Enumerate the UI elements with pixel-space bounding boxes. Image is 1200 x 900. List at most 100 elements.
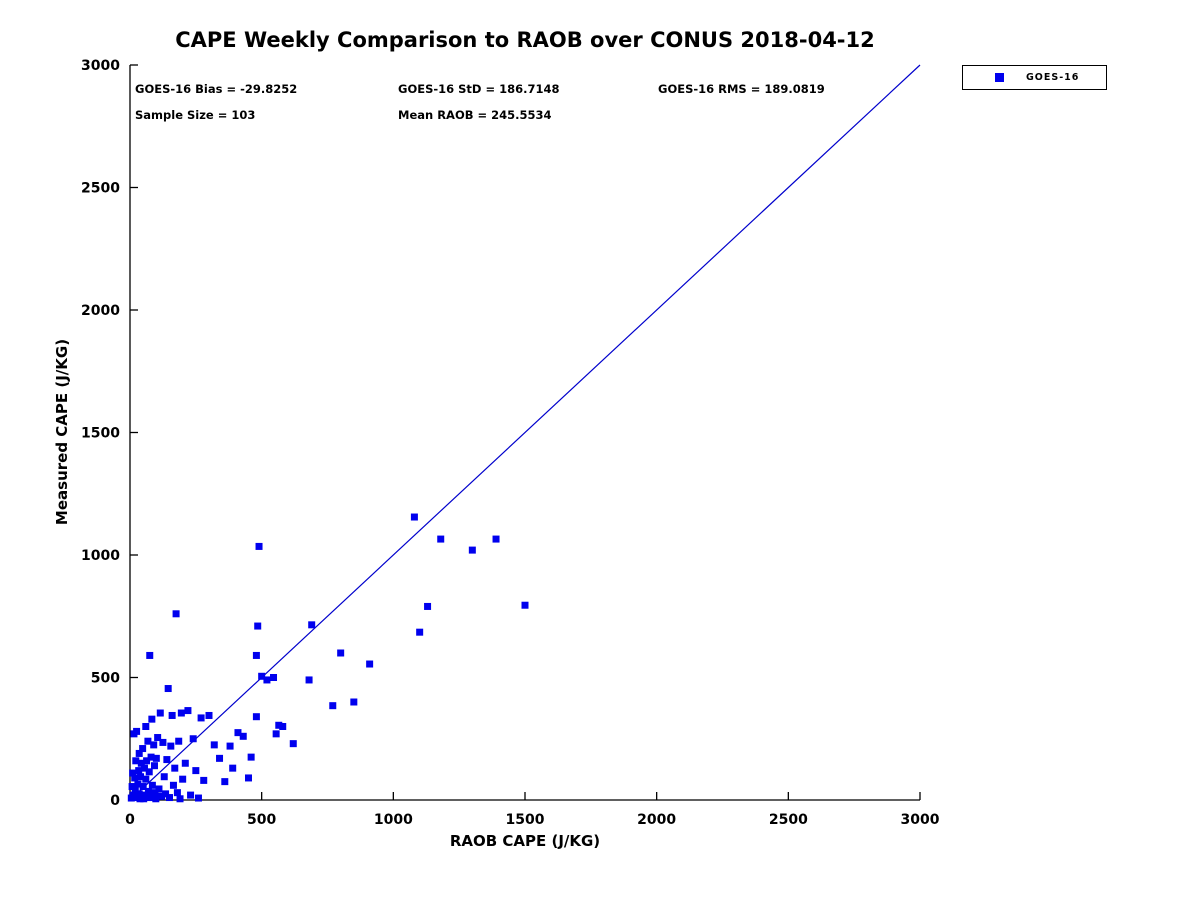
data-point [366, 660, 374, 668]
data-point [128, 783, 136, 791]
y-tick-label: 2500 [81, 181, 120, 197]
data-point [255, 542, 263, 550]
data-point [152, 754, 160, 762]
data-point [144, 737, 152, 745]
legend-marker-square-icon [995, 73, 1004, 82]
data-point [337, 649, 345, 657]
data-point [162, 790, 170, 798]
annotation-std: GOES-16 StD = 186.7148 [398, 82, 560, 96]
data-point [258, 672, 266, 680]
data-point [181, 759, 189, 767]
data-point [272, 730, 280, 738]
data-point [164, 685, 172, 693]
y-tick-label: 500 [91, 671, 120, 687]
data-point [416, 628, 424, 636]
data-point [154, 734, 162, 742]
data-point [437, 535, 445, 543]
data-point [221, 778, 229, 786]
annotation-bias: GOES-16 Bias = -29.8252 [135, 82, 298, 96]
data-point [289, 740, 297, 748]
data-point [194, 794, 202, 802]
x-tick-label: 0 [125, 812, 135, 828]
data-point [133, 727, 141, 735]
data-point [140, 764, 148, 772]
data-point [151, 789, 159, 797]
data-point [216, 754, 224, 762]
data-point [252, 651, 260, 659]
data-point [146, 651, 154, 659]
data-point [308, 621, 316, 629]
data-point [226, 742, 234, 750]
data-point [263, 676, 271, 684]
annotation-rms: GOES-16 RMS = 189.0819 [658, 82, 825, 96]
data-point [179, 775, 187, 783]
data-point [166, 794, 173, 802]
data-point [192, 767, 200, 775]
y-tick-label: 0 [110, 793, 120, 809]
data-point [521, 601, 529, 609]
data-point [210, 741, 218, 749]
data-point [144, 787, 152, 795]
data-point [142, 723, 150, 730]
annotation-sample-size: Sample Size = 103 [135, 108, 256, 122]
data-point [177, 709, 185, 717]
chart-title: CAPE Weekly Comparison to RAOB over CONU… [175, 28, 875, 52]
data-point [156, 709, 164, 717]
y-tick-label: 1000 [81, 548, 120, 564]
data-point [171, 764, 179, 772]
data-point [148, 781, 156, 789]
data-point [205, 711, 213, 719]
data-point [350, 698, 358, 706]
data-point [245, 774, 252, 782]
data-point [254, 622, 262, 630]
data-point [239, 732, 247, 740]
data-point [252, 713, 260, 721]
data-point [137, 759, 145, 767]
data-point [176, 795, 184, 803]
data-point [159, 738, 167, 746]
x-tick-label: 3000 [901, 812, 940, 828]
annotation-mean-raob: Mean RAOB = 245.5534 [398, 108, 552, 122]
data-point [200, 776, 208, 784]
data-point [247, 753, 255, 761]
data-point [135, 767, 143, 775]
data-point [132, 757, 140, 765]
data-point [305, 676, 313, 684]
identity-line [129, 64, 921, 801]
data-point [492, 535, 500, 543]
data-point [158, 792, 166, 800]
data-point [134, 780, 142, 788]
data-point [155, 785, 163, 793]
data-point [167, 742, 175, 750]
data-point [172, 610, 180, 618]
data-point [275, 721, 283, 729]
data-point [143, 757, 151, 765]
data-point [175, 737, 183, 745]
data-point [329, 702, 337, 710]
data-point [142, 775, 150, 783]
data-point [169, 781, 177, 789]
data-point [129, 791, 137, 799]
data-point [160, 773, 168, 781]
x-tick-label: 2000 [637, 812, 676, 828]
data-point [410, 513, 418, 521]
data-point [131, 786, 139, 794]
data-point [468, 546, 476, 554]
data-point [229, 764, 237, 772]
legend-label-goes16: GOES-16 [1026, 72, 1080, 83]
data-point [173, 789, 181, 797]
data-point [139, 745, 147, 753]
y-axis-label: Measured CAPE (J/KG) [53, 338, 71, 526]
data-point [129, 769, 137, 777]
data-point [131, 774, 139, 782]
x-axis-label: RAOB CAPE (J/KG) [449, 832, 601, 850]
data-point [150, 762, 158, 770]
data-point [279, 723, 287, 730]
data-point [234, 729, 242, 737]
data-point [424, 602, 432, 610]
legend: GOES-16 [962, 65, 1107, 90]
data-point [148, 715, 156, 723]
y-tick-label: 2000 [81, 303, 120, 319]
data-point [270, 674, 278, 681]
